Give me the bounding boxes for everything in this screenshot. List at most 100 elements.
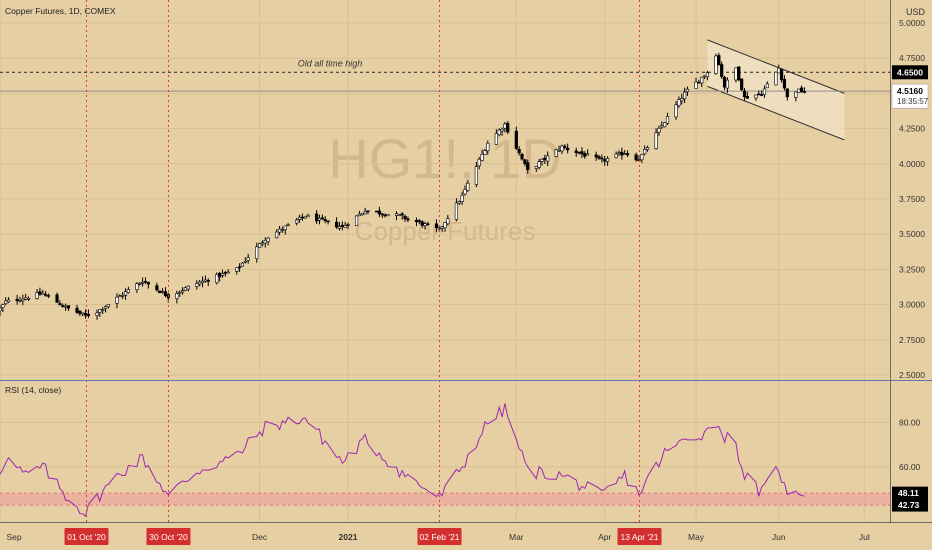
candle-body xyxy=(86,314,91,317)
candle-body xyxy=(717,55,721,66)
candle-body xyxy=(226,271,230,274)
candle-body xyxy=(246,257,250,261)
candle-body xyxy=(420,221,424,226)
candle-body xyxy=(403,215,407,220)
candle-body xyxy=(785,88,789,98)
candle-body xyxy=(734,67,738,81)
time-axis[interactable]: Sep Dec 2021 Mar Apr May Jun Jul 01 Oct '20 30 Oc… xyxy=(6,528,870,545)
candle-body xyxy=(423,223,427,226)
candle-body xyxy=(663,122,667,128)
candle-body xyxy=(566,147,570,151)
candle-body xyxy=(557,149,561,152)
candle-body xyxy=(760,94,764,96)
time-tick-label: Apr xyxy=(598,532,611,542)
price-tick-label: 4.0000 xyxy=(899,159,925,169)
candle-body xyxy=(38,291,42,295)
rsi-layer xyxy=(0,403,890,518)
candle-body xyxy=(503,123,507,129)
vertical-markers-layer xyxy=(86,0,640,522)
channel-lower-line[interactable] xyxy=(707,85,845,141)
candle-body xyxy=(257,243,262,248)
channel-fill xyxy=(707,39,845,140)
currency-label: USD xyxy=(906,7,926,17)
candle-body xyxy=(46,295,51,297)
candle-body xyxy=(497,129,501,136)
channel-upper-line[interactable] xyxy=(707,39,845,94)
candle-body xyxy=(720,64,724,77)
candle-body xyxy=(21,298,25,302)
candle-body xyxy=(198,281,202,285)
candle-body xyxy=(617,152,621,154)
candle-body xyxy=(797,88,801,93)
rsi-tick-label: 60.00 xyxy=(899,462,921,472)
last-price-label: 4.5160 xyxy=(897,86,923,96)
candle-body xyxy=(685,88,690,92)
candle-body xyxy=(75,307,79,313)
candle-body xyxy=(782,79,787,89)
candle-body xyxy=(554,149,558,157)
candle-body xyxy=(58,303,62,306)
old-ath-price-label: 4.6500 xyxy=(897,67,923,77)
time-tick-label: Mar xyxy=(509,532,524,542)
candle-body xyxy=(397,214,401,216)
candle-body xyxy=(323,219,327,222)
candle-body xyxy=(434,223,439,228)
candle-body xyxy=(457,201,461,204)
price-tick-label: 4.7500 xyxy=(899,53,925,63)
candle-body xyxy=(143,281,148,283)
candle-body xyxy=(614,153,618,158)
candle-body xyxy=(354,215,359,226)
candle-body xyxy=(41,292,45,295)
symbol-title[interactable]: Copper Futures, 1D, COMEX xyxy=(5,6,116,16)
candle-body xyxy=(300,216,304,219)
marker-date-label: 02 Feb '21 xyxy=(420,532,460,542)
marker-date-badge[interactable] xyxy=(64,528,109,545)
candle-body xyxy=(480,153,484,161)
candle-body xyxy=(126,289,130,293)
marker-date-badge[interactable] xyxy=(417,528,462,545)
candle-body xyxy=(141,281,145,284)
price-tick-label: 3.5000 xyxy=(899,229,925,239)
rsi-axis[interactable]: 80.00 60.00 48.11 42.73 xyxy=(892,417,928,512)
price-tick-label: 5.0000 xyxy=(899,18,925,28)
price-tick-label: 2.5000 xyxy=(899,370,925,380)
candle-body xyxy=(123,291,128,296)
candle-body xyxy=(277,228,282,233)
candle-body xyxy=(437,227,441,230)
candle-body xyxy=(0,307,2,312)
candle-body xyxy=(158,290,162,293)
candle-body xyxy=(406,218,410,221)
candle-body xyxy=(757,93,761,96)
marker-date-badge[interactable] xyxy=(617,528,662,545)
candle-body xyxy=(742,90,747,98)
candle-body xyxy=(55,294,59,303)
candle-body xyxy=(203,279,207,282)
candle-body xyxy=(500,128,504,132)
candle-body xyxy=(414,219,419,223)
candle-body xyxy=(220,273,225,276)
candle-body xyxy=(320,217,324,220)
rsi-tick-label: 80.00 xyxy=(899,417,921,427)
marker-date-badge[interactable] xyxy=(146,528,191,545)
candle-body xyxy=(643,148,647,155)
rsi-band-lower-badge xyxy=(892,498,928,512)
candle-body xyxy=(737,66,741,81)
candle-body xyxy=(101,309,105,311)
candle-body xyxy=(537,161,541,168)
candle-body xyxy=(394,213,399,216)
candle-body xyxy=(360,213,364,216)
candle-body xyxy=(446,218,450,225)
candles-layer xyxy=(0,52,807,320)
candle-body xyxy=(603,159,607,162)
price-axis[interactable]: 5.00004.75004.50004.25004.00003.75003.50… xyxy=(891,18,929,380)
candle-body xyxy=(317,217,322,221)
rsi-line[interactable] xyxy=(0,403,805,518)
rsi-title[interactable]: RSI (14, close) xyxy=(5,385,61,395)
candle-body xyxy=(374,210,379,213)
candle-body xyxy=(466,182,470,191)
candle-body xyxy=(523,159,527,164)
candle-body xyxy=(346,224,350,226)
candle-body xyxy=(725,79,730,89)
candle-body xyxy=(326,220,330,223)
candle-body xyxy=(6,299,11,303)
